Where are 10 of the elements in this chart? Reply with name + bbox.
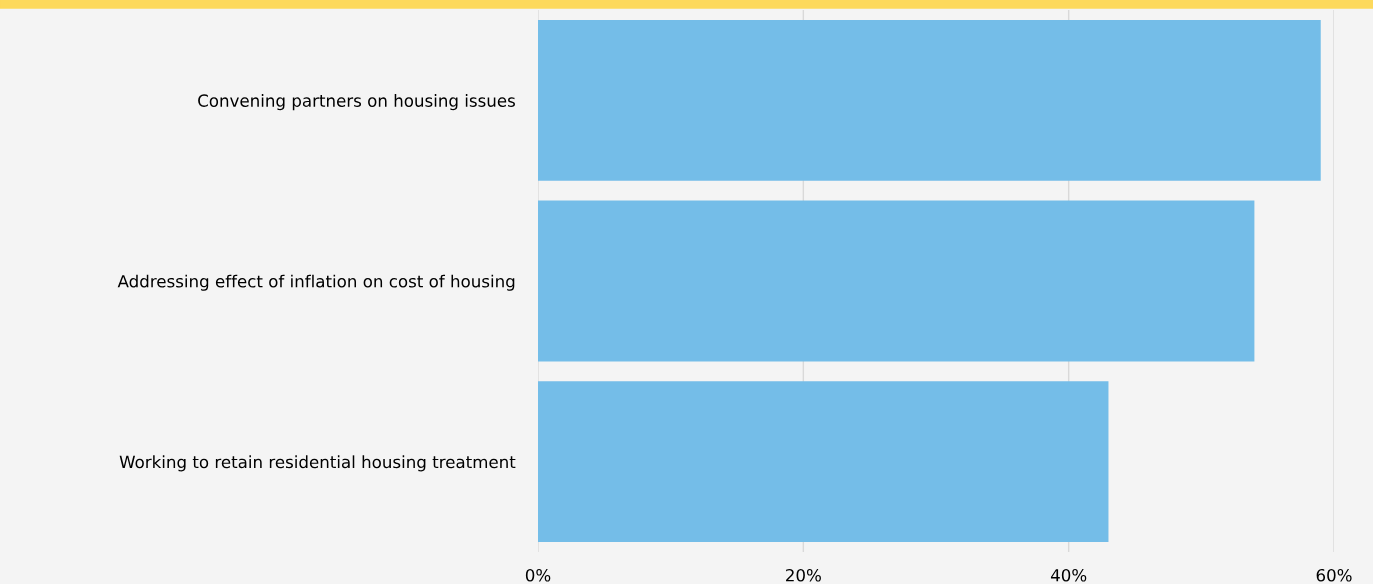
x-tick-label: 60%: [1316, 568, 1352, 582]
x-tick-label: 20%: [786, 568, 821, 582]
y-tick-label: Working to retain residential housing treatment: [119, 455, 516, 472]
bar: [538, 19, 1321, 181]
y-tick-label: Addressing effect of inflation on cost of housing: [117, 274, 515, 291]
bar: [538, 381, 1109, 543]
y-tick-label: Convening partners on housing issues: [198, 94, 515, 111]
bar: [538, 200, 1255, 362]
x-tick-label: 0%: [525, 568, 551, 582]
x-tick-label: 40%: [1050, 568, 1087, 582]
